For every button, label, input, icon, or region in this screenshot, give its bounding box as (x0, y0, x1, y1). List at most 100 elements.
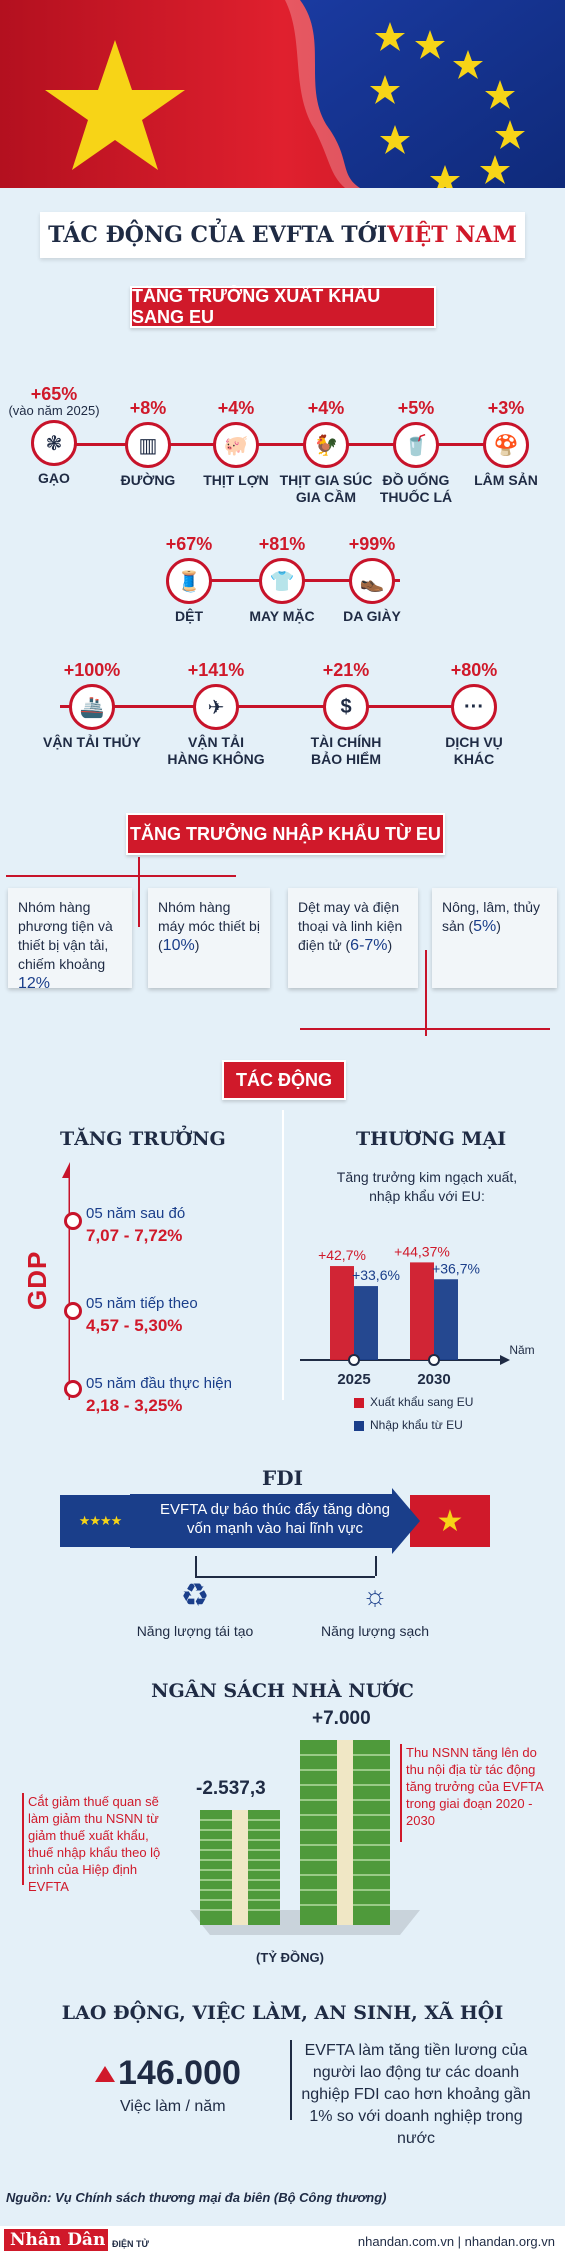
import-heading: TĂNG TRƯỞNG NHẬP KHẨU TỪ EU (126, 813, 445, 855)
shoe-icon: 👞 (349, 558, 395, 604)
fdi-arrow-icon (130, 1488, 420, 1554)
budget-left-note: Cắt giảm thuế quan sẽ làm giảm thu NSNN … (28, 1794, 161, 1894)
import-card-agriculture: Nông, lâm, thủy sản (5%) (432, 888, 557, 988)
export-pork-pct: +4% (217, 398, 255, 418)
trade-category-2030: 2030 (417, 1371, 450, 1388)
nhandan-logo-sub: ĐIỆN TỬ (112, 2239, 149, 2249)
import-card-electronics-text: Dệt may và điện thoại và linh kiện điện … (298, 899, 403, 953)
import-deco-line-2 (6, 875, 236, 877)
fdi-arrow-text: EVFTA dự báo thúc đẩy tăng dòng vốn mạnh… (160, 1501, 390, 1537)
nhandan-logo: Nhân Dân (4, 2229, 108, 2251)
growth-dot-2 (64, 1302, 82, 1320)
export-forest-pct: +3% (487, 398, 525, 418)
trade-bar-export-2030 (410, 1262, 434, 1360)
page-title: TÁC ĐỘNG CỦA EVFTA TỚI VIỆT NAM (40, 212, 525, 258)
dollar-icon: $ (323, 684, 369, 730)
import-card-machinery: Nhóm hàng máy móc thiết bị (10%) (148, 888, 270, 988)
fdi-right-label: Năng lượng sạch (320, 1623, 430, 1639)
trade-bar-label-import-2025: +33,6% (352, 1267, 400, 1283)
recycle-icon: ♻ (180, 1577, 210, 1613)
budget-right-note: Thu NSNN tăng lên do thu nội địa từ tác … (406, 1745, 543, 1828)
import-card-electronics: Dệt may và điện thoại và linh kiện điện … (288, 888, 418, 988)
trade-x-axis-arrow (500, 1355, 510, 1365)
trade-bar-label-export-2025: +42,7% (318, 1247, 366, 1263)
eu-stars-icon (370, 22, 525, 188)
trade-bar-label-export-2030: +44,37% (394, 1243, 450, 1259)
fdi-left-label: Năng lượng tái tạo (136, 1623, 254, 1639)
vn-star-icon (45, 40, 185, 170)
impact-heading: TÁC ĐỘNG (222, 1060, 346, 1100)
shirt-icon: 👕 (259, 558, 305, 604)
growth-dot-1 (64, 1212, 82, 1230)
footer-sites[interactable]: nhandan.com.vn | nhandan.org.vn (357, 2234, 555, 2249)
import-deco-line-3 (425, 950, 427, 1036)
import-card-machinery-after: ) (194, 937, 200, 953)
plane-icon: ✈ (193, 684, 239, 730)
export-item-waterway: +100% 🚢 VẬN TẢI THỦY (42, 660, 142, 751)
trade-subtitle: Tăng trưởng kim ngạch xuất, nhập khẩu vớ… (336, 1169, 518, 1204)
labor-divider (290, 2040, 292, 2120)
export-leather-pct: +99% (348, 534, 396, 554)
import-card-agriculture-value: 5% (473, 918, 497, 935)
growth-period-3: 05 năm đầu thực hiện (86, 1375, 232, 1392)
export-leather-label: DA GIÀY (343, 608, 401, 624)
budget-right-rule (400, 1744, 402, 1842)
budget-unit: (TỶ ĐỒNG) (256, 1950, 324, 1965)
mushroom-icon: 🍄 (483, 422, 529, 468)
ship-icon: 🚢 (69, 684, 115, 730)
export-row3-line (60, 705, 490, 708)
growth-value-2: 4,57 - 5,30% (86, 1316, 183, 1335)
up-triangle-icon (95, 2066, 115, 2082)
export-waterway-label: VẬN TẢI THỦY (43, 734, 141, 750)
export-pork-label: THỊT LỢN (203, 472, 269, 488)
growth-title: TĂNG TRƯỞNG (60, 1128, 226, 1150)
import-card-electronics-after: ) (387, 937, 393, 953)
more-icon: ··· (451, 684, 497, 730)
import-deco-line (138, 857, 140, 927)
growth-value-1: 7,07 - 7,72% (86, 1226, 183, 1245)
plug-sun-icon: ☼ (362, 1580, 388, 1611)
export-item-drinks: +5% 🥤 ĐỒ UỐNG THUỐC LÁ (366, 398, 466, 506)
export-item-finance: +21% $ TÀI CHÍNH BẢO HIỂM (296, 660, 396, 768)
export-item-textile: +67% 🧵 DỆT (139, 534, 239, 625)
trade-chart: Năm +42,7% +33,6% 2025 +44,37%+36,7% 2030 (300, 1243, 535, 1388)
export-waterway-pct: +100% (63, 660, 121, 680)
fdi-branch-hline (195, 1576, 375, 1578)
export-item-sugar: +8% ▥ ĐƯỜNG (98, 398, 198, 489)
trade-bar-export-2025 (330, 1266, 354, 1360)
export-item-garment: +81% 👕 MAY MẶC (232, 534, 332, 625)
export-forest-label: LÂM SẢN (474, 472, 538, 488)
money-stack-small (200, 1810, 280, 1925)
fdi-branch-line-2 (375, 1556, 377, 1576)
growth-dot-3 (64, 1380, 82, 1398)
sugar-icon: ▥ (125, 422, 171, 468)
import-card-machinery-text: Nhóm hàng máy móc thiết bị ( (158, 899, 260, 953)
trade-category-2025: 2025 (337, 1371, 370, 1388)
rice-icon: ❃ (31, 420, 77, 466)
export-item-forest: +3% 🍄 LÂM SẢN (456, 398, 556, 489)
import-card-electronics-value: 6-7% (350, 937, 388, 954)
legend-export-label: Xuất khẩu sang EU (370, 1395, 474, 1409)
legend-import-swatch (354, 1421, 364, 1431)
export-item-rice: +65% (vào năm 2025) ❃ GẠO (4, 384, 104, 487)
labor-title: LAO ĐỘNG, VIỆC LÀM, AN SINH, XÃ HỘI (61, 2002, 504, 2024)
export-item-services: +80% ··· DỊCH VỤ KHÁC (424, 660, 524, 768)
trade-bar-label-import-2030: +36,7% (432, 1260, 480, 1276)
gdp-axis-label: GDP (22, 1250, 52, 1310)
trade-tick-2030 (428, 1354, 440, 1366)
money-stack-large (300, 1740, 390, 1925)
export-poultry-pct: +4% (307, 398, 345, 418)
budget-left-rule (22, 1793, 24, 1885)
chicken-icon: 🐓 (303, 422, 349, 468)
export-heading: TĂNG TRƯỞNG XUẤT KHẨU SANG EU (130, 286, 436, 328)
budget-title: NGÂN SÁCH NHÀ NƯỚC (151, 1680, 414, 1702)
export-drinks-pct: +5% (397, 398, 435, 418)
labor-jobs-value: 146.000 (118, 2054, 241, 2092)
import-card-vehicles-text: Nhóm hàng phương tiện và thiết bị vận tả… (18, 899, 113, 972)
labor-jobs-unit: Việc làm / năm (120, 2098, 226, 2115)
drink-icon: 🥤 (393, 422, 439, 468)
trade-bar-import-2025 (354, 1286, 378, 1360)
export-finance-pct: +21% (322, 660, 370, 680)
export-finance-label: TÀI CHÍNH BẢO HIỂM (310, 734, 382, 767)
